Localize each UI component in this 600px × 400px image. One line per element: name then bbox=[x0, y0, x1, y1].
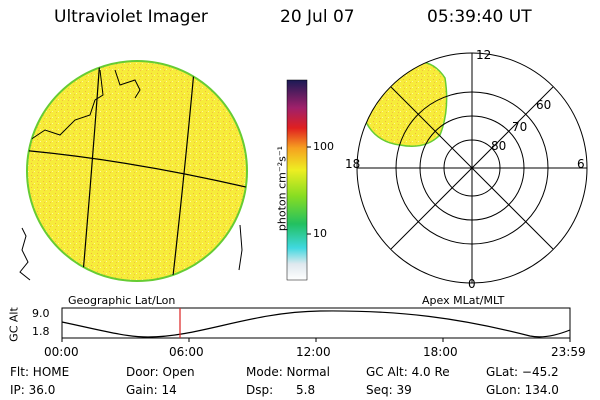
instrument-title: Ultraviolet Imager bbox=[54, 7, 208, 27]
polar-label-18: 18 bbox=[345, 157, 361, 171]
date-label: 20 Jul 07 bbox=[280, 7, 355, 27]
lon-line-2 bbox=[171, 61, 196, 281]
lon-line-1 bbox=[81, 61, 101, 281]
altitude-curve bbox=[61, 310, 571, 338]
apex-caption: Apex MLat/MLT bbox=[422, 294, 505, 307]
glat-label: GLat: −45.2 bbox=[486, 365, 559, 379]
x-tick-1800: 18:00 bbox=[423, 345, 458, 359]
coast-outside-2 bbox=[238, 224, 243, 271]
x-tick-0600: 06:00 bbox=[169, 345, 204, 359]
door-label: Door: Open bbox=[126, 365, 195, 379]
dsp-value: 5.8 bbox=[296, 383, 316, 397]
timeline-y-bottom: 1.8 bbox=[32, 325, 50, 338]
glon-label: GLon: 134.0 bbox=[486, 383, 559, 397]
auroral-patch bbox=[364, 61, 448, 147]
polar-label-0: 0 bbox=[468, 277, 476, 291]
coastline bbox=[27, 69, 141, 161]
coast-outside bbox=[19, 227, 31, 281]
x-tick-1200: 12:00 bbox=[296, 345, 331, 359]
mode-label: Mode: Normal bbox=[246, 365, 330, 379]
gain-label: Gain: 14 bbox=[126, 383, 177, 397]
colorbar-tick-100: 100 bbox=[313, 140, 334, 153]
ip-label: IP: 36.0 bbox=[10, 383, 56, 397]
seq-label: Seq: 39 bbox=[366, 383, 412, 397]
colorbar-unit: photon cm⁻²s⁻¹ bbox=[275, 145, 289, 232]
lat-line bbox=[27, 149, 247, 189]
geographic-caption: Geographic Lat/Lon bbox=[68, 294, 176, 307]
polar-label-12: 12 bbox=[476, 48, 492, 62]
polar-outer-ring bbox=[356, 52, 588, 284]
dsp-label: Dsp: bbox=[246, 383, 274, 397]
x-tick-2359: 23:59 bbox=[551, 345, 586, 359]
flt-label: Flt: HOME bbox=[10, 365, 70, 379]
gc-alt-label: GC Alt: 4.0 Re bbox=[366, 365, 450, 379]
colorbar-tick-10: 10 bbox=[313, 227, 327, 240]
timeline-axis-label: GC Alt bbox=[7, 307, 21, 342]
polar-label-80: 80 bbox=[491, 139, 507, 153]
polar-label-70: 70 bbox=[512, 120, 528, 134]
x-tick-0000: 00:00 bbox=[44, 345, 79, 359]
polar-ring-70 bbox=[419, 115, 525, 221]
earth-disk bbox=[26, 60, 248, 282]
timeline-y-top: 9.0 bbox=[32, 307, 50, 320]
polar-ring-60 bbox=[395, 91, 549, 245]
polar-label-6: 6 bbox=[577, 157, 585, 171]
polar-label-60: 60 bbox=[536, 98, 552, 112]
time-label: 05:39:40 UT bbox=[427, 7, 532, 27]
